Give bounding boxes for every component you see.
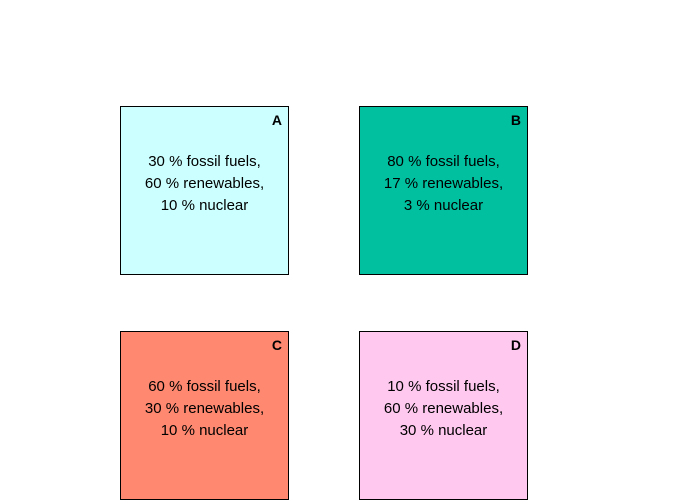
fossil-fuels-share: 30 % fossil fuels, — [148, 153, 261, 170]
fossil-fuels-share: 60 % fossil fuels, — [148, 378, 261, 395]
nuclear-share: 10 % nuclear — [160, 197, 249, 214]
card-text: 30 % fossil fuels, 60 % renewables, 10 %… — [121, 151, 288, 217]
renewables-share: 30 % renewables, — [144, 400, 265, 417]
card-letter: B — [510, 112, 521, 128]
option-card-c: C 60 % fossil fuels, 30 % renewables, 10… — [120, 331, 289, 500]
fossil-fuels-share: 80 % fossil fuels, — [387, 153, 500, 170]
renewables-share: 60 % renewables, — [383, 400, 504, 417]
card-text: 80 % fossil fuels, 17 % renewables, 3 % … — [360, 151, 527, 217]
nuclear-share: 3 % nuclear — [403, 197, 484, 214]
card-letter: C — [271, 337, 282, 353]
nuclear-share: 10 % nuclear — [160, 422, 249, 439]
nuclear-share: 30 % nuclear — [399, 422, 488, 439]
card-letter: D — [510, 337, 521, 353]
option-card-a: A 30 % fossil fuels, 60 % renewables, 10… — [120, 106, 289, 275]
option-card-b: B 80 % fossil fuels, 17 % renewables, 3 … — [359, 106, 528, 275]
fossil-fuels-share: 10 % fossil fuels, — [387, 378, 500, 395]
renewables-share: 17 % renewables, — [383, 175, 504, 192]
card-text: 10 % fossil fuels, 60 % renewables, 30 %… — [360, 376, 527, 442]
card-letter: A — [271, 112, 282, 128]
option-card-d: D 10 % fossil fuels, 60 % renewables, 30… — [359, 331, 528, 500]
renewables-share: 60 % renewables, — [144, 175, 265, 192]
card-text: 60 % fossil fuels, 30 % renewables, 10 %… — [121, 376, 288, 442]
